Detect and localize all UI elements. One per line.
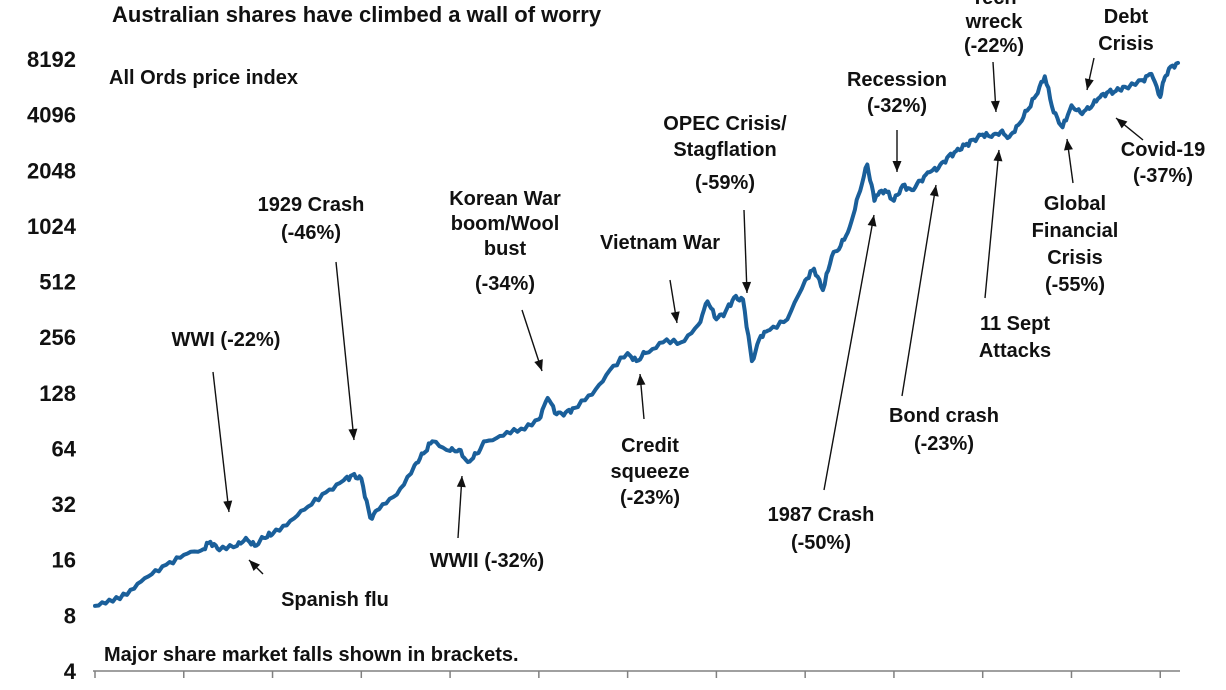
chart-subtitle: All Ords price index [109,67,298,89]
annotation-label: Attacks [979,340,1051,362]
annotation-label: (-23%) [914,433,974,455]
annotation-arrow [984,149,1000,299]
annotation-label: Spanish flu [281,589,389,611]
y-tick-label: 8192 [27,47,76,72]
annotation-label: Stagflation [673,139,776,161]
annotation-label: Debt [1104,6,1149,28]
annotation-label: (-59%) [695,172,755,194]
annotation-arrow [335,261,355,441]
annotation-arrowhead [348,428,358,440]
annotation-label: Global [1044,193,1106,215]
y-tick-labels: 4 8 16 32 64 128 256 512 1024 2048 4096 8192 [27,47,77,684]
annotation-arrowhead [892,161,902,172]
chart-note: Major share market falls shown in bracke… [104,644,519,666]
annotation-arrow [901,184,937,397]
annotation-label: (-22%) [964,35,1024,57]
chart-title: Australian shares have climbed a wall of… [112,2,602,27]
annotation-label: Vietnam War [600,232,720,254]
annotation-label: Covid-19 [1121,139,1205,161]
annotation-arrowhead [456,476,466,488]
annotation-arrowhead [1064,139,1073,151]
y-tick-label: 128 [39,381,76,406]
annotation-label: WWII (-32%) [430,550,544,572]
annotation-label: 1929 Crash [258,194,365,216]
annotation-arrows [212,57,1144,575]
annotation-arrowhead [990,100,1000,112]
annotation-arrowhead [223,500,233,512]
annotation-arrowhead [993,150,1003,162]
annotation-arrowhead [867,215,877,227]
annotation-arrowhead [1116,118,1128,129]
annotation-label: OPEC Crisis/ [663,113,787,135]
y-tick-label: 4 [64,659,77,684]
annotation-arrowhead [249,560,260,571]
annotation-label: bust [484,238,527,260]
y-tick-label: 64 [52,436,77,461]
annotation-arrow [743,209,748,294]
annotation-label: (-50%) [791,532,851,554]
y-tick-label: 8 [64,603,76,628]
y-tick-label: 16 [52,548,76,573]
annotation-label: Crisis [1098,33,1154,55]
x-tick-marks [94,671,1161,678]
annotation-label: Credit [621,435,679,457]
annotation-arrowhead [534,359,543,371]
annotation-label: (-37%) [1133,165,1193,187]
annotation-label: (-46%) [281,222,341,244]
annotation-arrowhead [742,281,752,293]
annotation-label: 11 Sept [980,313,1050,335]
annotation-arrowhead [636,374,646,386]
annotation-arrowhead [670,311,680,323]
annotation-labels: WWI (-22%) Spanish flu 1929 Crash (-46%) WWI… [172,0,1206,611]
annotation-label: (-55%) [1045,274,1105,296]
y-tick-label: 256 [39,325,76,350]
y-tick-label: 1024 [27,214,77,239]
y-tick-label: 2048 [27,158,76,183]
annotation-label: Tech [971,0,1016,9]
annotation-label: Korean War [449,188,561,210]
annotation-arrow [823,214,875,491]
annotation-label: Financial [1032,220,1119,242]
annotation-arrow [212,371,230,513]
annotation-label: wreck [965,11,1024,33]
annotation-label: (-32%) [867,95,927,117]
y-tick-label: 512 [39,270,76,295]
annotation-label: Recession [847,69,947,91]
annotation-label: Crisis [1047,247,1103,269]
annotation-label: boom/Wool [451,213,560,235]
annotation-label: Bond crash [889,405,999,427]
annotation-label: WWI (-22%) [172,329,281,351]
y-tick-label: 32 [52,492,76,517]
annotation-arrowhead [929,185,939,197]
annotation-label: (-34%) [475,273,535,295]
annotation-label: 1987 Crash [768,504,875,526]
y-tick-label: 4096 [27,103,76,128]
annotation-label: (-23%) [620,487,680,509]
annotation-arrowhead [1084,78,1094,90]
annotation-label: squeeze [611,461,690,483]
series-line-all-ords [93,60,1180,608]
